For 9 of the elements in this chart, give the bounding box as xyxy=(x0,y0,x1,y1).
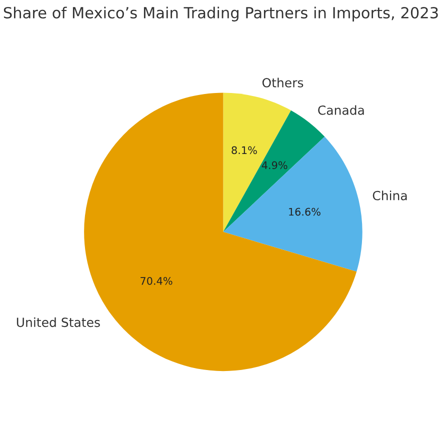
data-label: 8.1% xyxy=(232,146,257,154)
slice-label: Canada xyxy=(318,105,364,115)
slice-label: China xyxy=(372,190,407,200)
data-label: 16.6% xyxy=(289,208,320,216)
data-label: 4.9% xyxy=(262,161,288,170)
chart-title: Share of Mexico’s Main Trading Partners in Imports, 2023 xyxy=(4,6,438,22)
slice-label: Others xyxy=(262,78,304,88)
slice-label: United States xyxy=(16,317,100,328)
data-label: 70.4% xyxy=(140,276,172,285)
